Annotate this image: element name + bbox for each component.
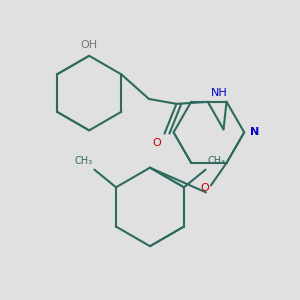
Text: CH₃: CH₃ (208, 156, 226, 166)
Text: N: N (250, 127, 260, 137)
Text: O: O (152, 138, 161, 148)
Text: CH₃: CH₃ (74, 156, 92, 166)
Text: OH: OH (81, 40, 98, 50)
Text: O: O (201, 184, 209, 194)
Text: NH: NH (211, 88, 227, 98)
